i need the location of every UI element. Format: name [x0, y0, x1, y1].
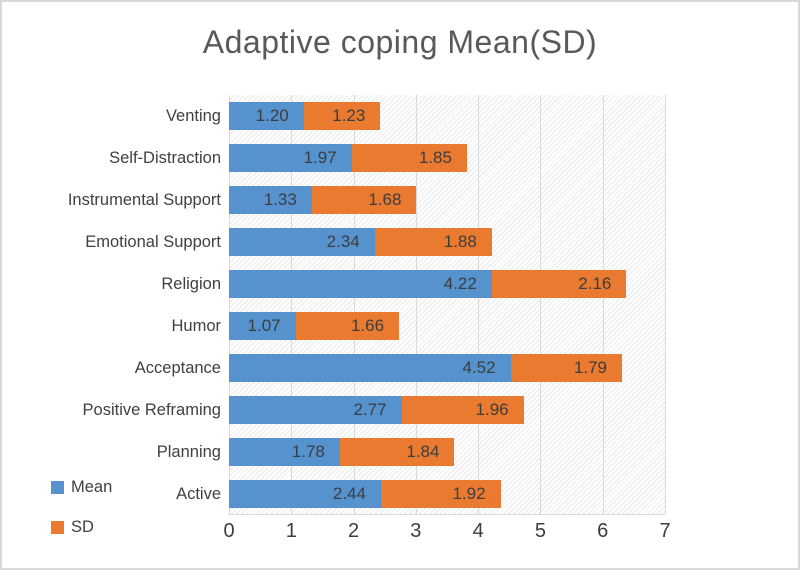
gridline	[415, 95, 417, 514]
x-tick-label: 5	[534, 520, 546, 542]
bar-segment-sd: 1.84	[339, 438, 455, 466]
legend-mean-label: Mean	[71, 478, 113, 496]
bar-segment-sd: 1.79	[510, 354, 623, 382]
category-label: Positive Reframing	[82, 400, 221, 419]
bar-segment-sd: 1.66	[295, 312, 400, 340]
bar-stack: 2.44 1.92	[229, 480, 665, 508]
bar-value-label: 2.77	[353, 400, 387, 419]
bar-row: 1.33 1.68	[229, 179, 665, 221]
gridline	[353, 95, 355, 514]
x-tick-label: 6	[597, 520, 609, 542]
bar-segment-mean: 1.07	[229, 312, 296, 340]
gridline	[665, 95, 666, 514]
chart-title: Adaptive coping Mean(SD)	[202, 24, 598, 60]
bar-value-label: 2.44	[332, 484, 366, 503]
sd-swatch-icon	[51, 521, 64, 534]
x-tick-label: 3	[410, 520, 422, 542]
category-axis: Venting Self-Distraction Instrumental Supp…	[2, 95, 221, 515]
bar-rows: 1.20 1.23 1.97 1.85 1.33 1.68 2.34 1.88 4.22 2.16…	[229, 95, 665, 514]
bar-segment-sd: 2.16	[491, 270, 627, 298]
category-label: Planning	[156, 442, 221, 461]
bar-row: 2.77 1.96	[229, 389, 665, 431]
bar-stack: 2.77 1.96	[229, 396, 665, 424]
category-label: Acceptance	[134, 358, 221, 377]
category-label: Religion	[161, 274, 221, 293]
bar-value-label: 1.68	[368, 190, 402, 209]
bar-segment-sd: 1.88	[374, 228, 492, 256]
bar-row: 2.44 1.92	[229, 473, 665, 515]
bar-segment-sd: 1.68	[311, 186, 417, 214]
bar-stack: 1.07 1.66	[229, 312, 665, 340]
gridline	[540, 95, 542, 514]
bar-row: 2.34 1.88	[229, 221, 665, 263]
bar-stack: 1.33 1.68	[229, 186, 665, 214]
bar-segment-mean: 1.20	[229, 102, 304, 130]
bar-stack: 1.20 1.23	[229, 102, 665, 130]
bar-stack: 2.34 1.88	[229, 228, 665, 256]
bar-value-label: 2.34	[326, 232, 360, 251]
bar-row: 1.07 1.66	[229, 305, 665, 347]
bar-segment-mean: 4.22	[229, 270, 492, 298]
legend-item-sd: SD	[51, 518, 94, 537]
bar-row: 1.97 1.85	[229, 137, 665, 179]
bar-stack: 1.97 1.85	[229, 144, 665, 172]
bar-value-label: 1.33	[263, 190, 297, 209]
bar-segment-mean: 4.52	[229, 354, 511, 382]
bar-value-label: 4.22	[443, 274, 477, 293]
bar-value-label: 1.23	[332, 106, 366, 125]
bar-row: 4.52 1.79	[229, 347, 665, 389]
bar-segment-mean: 2.34	[229, 228, 375, 256]
x-tick-label: 1	[285, 520, 297, 542]
x-tick-label: 7	[659, 520, 671, 542]
bar-segment-sd: 1.23	[303, 102, 381, 130]
bar-segment-sd: 1.92	[380, 480, 501, 508]
bar-value-label: 2.16	[578, 274, 612, 293]
bar-row: 1.78 1.84	[229, 431, 665, 473]
legend-item-mean: Mean	[51, 478, 112, 497]
plot-area: 1.20 1.23 1.97 1.85 1.33 1.68 2.34 1.88 4.22 2.16…	[229, 95, 666, 515]
bar-value-label: 1.88	[443, 232, 477, 251]
x-tick-label: 4	[472, 520, 484, 542]
x-tick-label: 2	[348, 520, 360, 542]
category-label: Self-Distraction	[109, 148, 221, 167]
gridline	[602, 95, 604, 514]
bar-value-label: 1.96	[475, 400, 509, 419]
bar-stack: 4.22 2.16	[229, 270, 665, 298]
bar-value-label: 1.84	[406, 442, 440, 461]
bar-row: 4.22 2.16	[229, 263, 665, 305]
bar-value-label: 4.52	[462, 358, 496, 377]
bar-segment-mean: 1.78	[229, 438, 340, 466]
category-label: Instrumental Support	[67, 190, 221, 209]
category-label: Venting	[165, 106, 221, 125]
bar-value-label: 1.97	[303, 148, 337, 167]
bar-stack: 1.78 1.84	[229, 438, 665, 466]
x-axis: 0 1 2 3 4 5 6 7	[223, 520, 670, 550]
bar-segment-mean: 1.97	[229, 144, 352, 172]
bar-segment-sd: 1.96	[401, 396, 524, 424]
bar-segment-sd: 1.85	[351, 144, 467, 172]
bar-segment-mean: 2.44	[229, 480, 381, 508]
gridline	[478, 95, 480, 514]
x-tick-label: 0	[223, 520, 235, 542]
bar-value-label: 1.20	[255, 106, 289, 125]
gridline	[291, 95, 293, 514]
mean-swatch-icon	[51, 481, 64, 494]
gridline	[229, 95, 230, 514]
bar-value-label: 1.07	[247, 316, 281, 335]
bar-stack: 4.52 1.79	[229, 354, 665, 382]
category-label: Active	[176, 484, 221, 503]
bar-segment-mean: 2.77	[229, 396, 402, 424]
bar-value-label: 1.85	[418, 148, 452, 167]
category-label: Emotional Support	[85, 232, 221, 251]
legend-sd-label: SD	[71, 518, 94, 536]
bar-value-label: 1.79	[573, 358, 608, 377]
bar-value-label: 1.66	[350, 316, 385, 335]
bar-value-label: 1.92	[452, 484, 486, 503]
bar-row: 1.20 1.23	[229, 95, 665, 137]
bar-value-label: 1.78	[291, 442, 325, 461]
bar-segment-mean: 1.33	[229, 186, 312, 214]
category-label: Humor	[171, 316, 221, 335]
